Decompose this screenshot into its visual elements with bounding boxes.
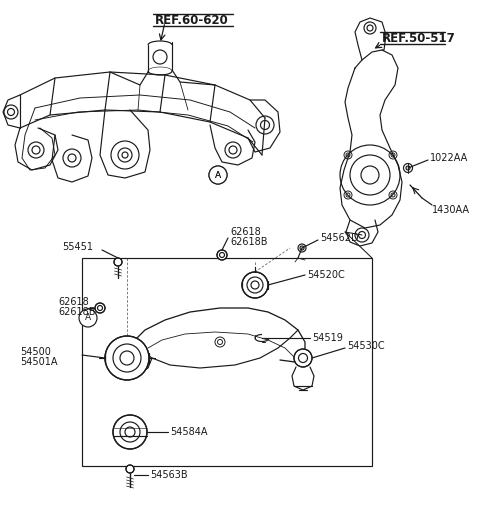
Text: 1022AA: 1022AA: [430, 153, 468, 163]
Circle shape: [294, 349, 312, 367]
Bar: [82, 258, 372, 466]
Text: REF.60-620: REF.60-620: [155, 14, 229, 26]
Circle shape: [209, 166, 227, 184]
Text: 54519: 54519: [312, 333, 343, 343]
Text: 62618: 62618: [58, 297, 89, 307]
Text: 54501A: 54501A: [20, 357, 58, 367]
Circle shape: [113, 415, 147, 449]
Text: A: A: [85, 314, 91, 323]
Circle shape: [217, 250, 227, 260]
Text: 54562D: 54562D: [320, 233, 359, 243]
Text: 54584A: 54584A: [170, 427, 207, 437]
Text: 62618B: 62618B: [58, 307, 96, 317]
Text: 55451: 55451: [62, 242, 93, 252]
Text: 54520C: 54520C: [307, 270, 345, 280]
Text: REF.50-517: REF.50-517: [382, 31, 456, 44]
Circle shape: [209, 166, 227, 184]
Circle shape: [95, 303, 105, 313]
Circle shape: [114, 258, 122, 266]
Text: 62618B: 62618B: [230, 237, 267, 247]
Text: A: A: [215, 171, 221, 179]
Text: 1430AA: 1430AA: [432, 205, 470, 215]
Text: 54563B: 54563B: [150, 470, 188, 480]
Text: 54530C: 54530C: [347, 341, 384, 351]
Circle shape: [126, 465, 134, 473]
Text: 62618: 62618: [230, 227, 261, 237]
Circle shape: [105, 336, 149, 380]
Circle shape: [79, 309, 97, 327]
Text: 54500: 54500: [20, 347, 51, 357]
Text: A: A: [215, 171, 221, 179]
Circle shape: [242, 272, 268, 298]
